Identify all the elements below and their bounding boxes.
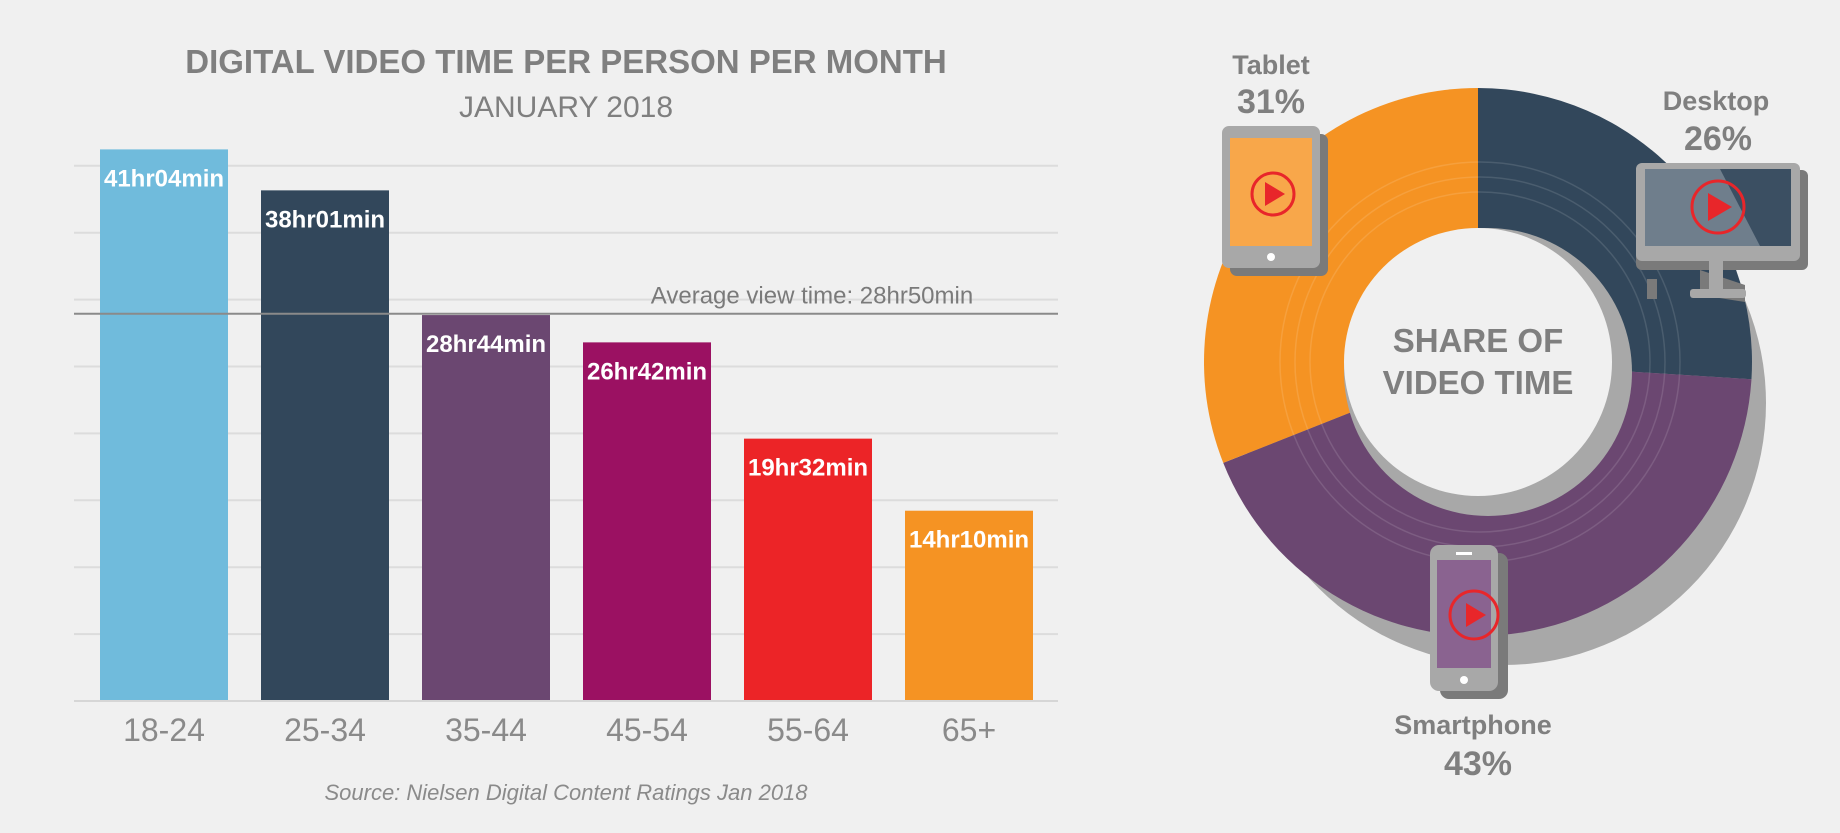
donut-chart: SHARE OF VIDEO TIME <box>1203 50 1808 783</box>
bar-chart: DIGITAL VIDEO TIME PER PERSON PER MONTH … <box>74 43 1058 805</box>
x-tick-label: 65+ <box>942 712 996 748</box>
bars-group <box>100 149 1033 702</box>
average-line-label: Average view time: 28hr50min <box>651 283 973 310</box>
donut-center-label-line-2: VIDEO TIME <box>1383 364 1574 401</box>
bar-55-64 <box>744 438 872 701</box>
bar-value-label: 19hr32min <box>748 455 868 482</box>
bar-value-labels: 41hr04min 38hr01min 28hr44min 26hr42min 19hr… <box>104 165 1029 553</box>
bar-18-24 <box>100 149 228 702</box>
bar-value-label: 14hr10min <box>909 527 1029 554</box>
bar-65+ <box>905 510 1033 701</box>
x-tick-label: 55-64 <box>767 712 849 748</box>
x-tick-label: 25-34 <box>284 712 366 748</box>
desktop-monitor-icon <box>1636 163 1808 302</box>
desktop-value: 26% <box>1684 120 1752 158</box>
x-axis-tick-labels: 18-24 25-34 35-44 45-54 55-64 65+ <box>123 712 996 748</box>
bar-chart-subtitle: JANUARY 2018 <box>459 91 673 124</box>
bar-25-34 <box>261 190 389 702</box>
bar-value-label: 26hr42min <box>587 358 707 385</box>
smartphone-icon <box>1430 545 1508 699</box>
bar-45-54 <box>583 342 711 701</box>
smartphone-label: Smartphone <box>1394 710 1552 740</box>
tablet-label: Tablet <box>1232 50 1310 80</box>
desktop-label: Desktop <box>1663 86 1770 116</box>
bar-value-label: 38hr01min <box>265 206 385 233</box>
tablet-value: 31% <box>1237 83 1305 121</box>
source-note: Source: Nielsen Digital Content Ratings … <box>324 780 808 805</box>
bar-value-label: 41hr04min <box>104 165 224 192</box>
x-tick-label: 35-44 <box>445 712 527 748</box>
bar-value-label: 28hr44min <box>426 331 546 358</box>
x-tick-label: 45-54 <box>606 712 688 748</box>
bar-35-44 <box>422 315 550 701</box>
smartphone-value: 43% <box>1444 745 1512 783</box>
x-tick-label: 18-24 <box>123 712 205 748</box>
gridlines <box>74 164 1058 636</box>
bar-chart-title: DIGITAL VIDEO TIME PER PERSON PER MONTH <box>185 43 947 80</box>
donut-hole <box>1344 228 1612 496</box>
donut-center-label-line-1: SHARE OF <box>1393 322 1564 359</box>
tablet-icon <box>1222 126 1328 276</box>
